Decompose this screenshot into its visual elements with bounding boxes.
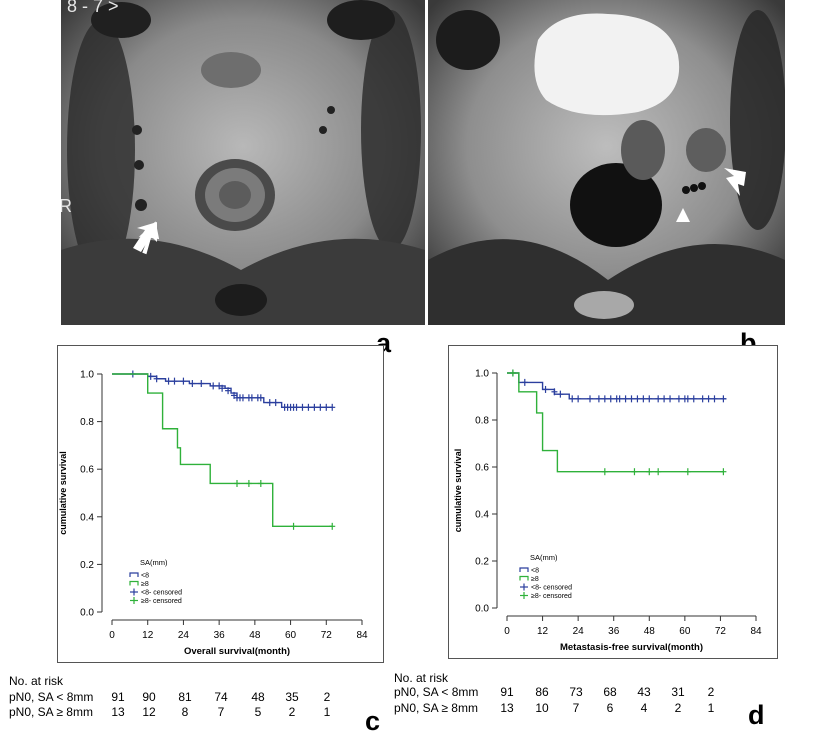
mri-image-b [428, 0, 785, 325]
mri-image-a: 8 - 7 > R [61, 0, 425, 325]
risk-count: 31 [671, 685, 685, 699]
risk-count: 1 [707, 701, 715, 715]
risk-count: 2 [674, 701, 682, 715]
panel-label-c: c [365, 706, 381, 736]
risk-count: 81 [178, 690, 192, 704]
risk-count: 13 [500, 701, 514, 715]
risk-count: 43 [637, 685, 651, 699]
risk-count: 7 [217, 705, 225, 719]
risk-count: 2 [288, 705, 296, 719]
risk-count: 12 [142, 705, 156, 719]
risk-count: 90 [142, 690, 156, 704]
risk-count: 35 [285, 690, 299, 704]
risk-count: 2 [323, 690, 331, 704]
risk-count: 74 [214, 690, 228, 704]
panel-label-d: d [748, 700, 765, 730]
risk-table-title: No. at risk [394, 671, 449, 685]
risk-count: 5 [254, 705, 262, 719]
risk-count: 2 [707, 685, 715, 699]
risk-row-label: pN0, SA ≥ 8mm [9, 705, 93, 719]
chart-d-frame [448, 345, 778, 659]
mri-side-marker: R [61, 196, 72, 216]
risk-count: 10 [535, 701, 549, 715]
risk-count: 68 [603, 685, 617, 699]
mri-image-b-graphic [428, 0, 785, 325]
risk-row-label: pN0, SA < 8mm [9, 690, 94, 704]
risk-count: 4 [640, 701, 648, 715]
mri-overlay-text: 8 - 7 > [67, 0, 119, 16]
risk-row-label: pN0, SA < 8mm [394, 685, 479, 699]
risk-count: 1 [323, 705, 331, 719]
mri-image-a-graphic [61, 0, 425, 325]
risk-count: 8 [181, 705, 189, 719]
risk-row-label: pN0, SA ≥ 8mm [394, 701, 478, 715]
risk-count: 91 [111, 690, 125, 704]
risk-count: 48 [251, 690, 265, 704]
risk-count: 13 [111, 705, 125, 719]
risk-count: 91 [500, 685, 514, 699]
risk-count: 86 [535, 685, 549, 699]
chart-c-frame [57, 345, 384, 663]
risk-table-title: No. at risk [9, 674, 64, 688]
risk-count: 7 [572, 701, 580, 715]
risk-count: 73 [569, 685, 583, 699]
risk-count: 6 [606, 701, 614, 715]
